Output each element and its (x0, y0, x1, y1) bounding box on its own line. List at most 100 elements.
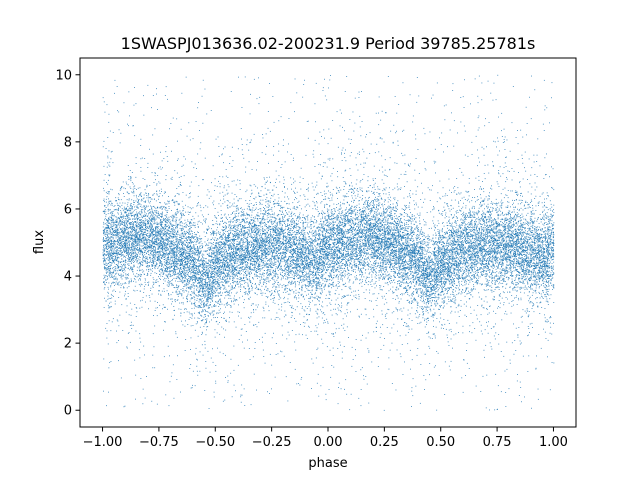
data-point (363, 261, 365, 262)
data-point (374, 193, 375, 195)
data-point (232, 218, 234, 220)
data-point (169, 355, 170, 357)
data-point (253, 133, 255, 135)
data-point (541, 275, 543, 277)
data-point (399, 276, 401, 277)
data-point (470, 259, 472, 261)
data-point (383, 226, 385, 228)
data-point (238, 281, 240, 283)
data-point (422, 249, 424, 251)
data-point (345, 379, 347, 381)
data-point (261, 203, 263, 205)
data-point (370, 255, 372, 257)
data-point (476, 263, 478, 265)
data-point (131, 243, 133, 245)
data-point (465, 215, 467, 217)
data-point (384, 231, 385, 232)
data-point (184, 308, 186, 310)
data-point (367, 239, 368, 241)
data-point (401, 255, 403, 257)
data-point (157, 237, 159, 239)
data-point (502, 263, 504, 265)
data-point (445, 250, 447, 252)
data-point (539, 237, 541, 239)
data-point (184, 270, 185, 272)
data-point (451, 252, 453, 253)
data-point (190, 241, 192, 243)
data-point (205, 222, 206, 224)
data-point (211, 228, 212, 230)
data-point (340, 242, 342, 243)
data-point (340, 274, 342, 276)
data-point (238, 268, 240, 269)
data-point (420, 238, 421, 239)
data-point (362, 251, 363, 253)
data-point (273, 251, 274, 253)
data-point (257, 269, 259, 270)
data-point (370, 234, 371, 236)
data-point (261, 274, 263, 276)
data-point (379, 230, 381, 232)
data-point (507, 264, 509, 266)
data-point (324, 288, 325, 290)
data-point (444, 266, 445, 268)
data-point (486, 220, 487, 222)
data-point (478, 277, 480, 279)
data-point (332, 195, 334, 197)
data-point (233, 221, 234, 223)
data-point (460, 251, 462, 253)
data-point (450, 306, 452, 308)
data-point (470, 266, 471, 268)
data-point (202, 354, 204, 356)
data-point (539, 267, 541, 269)
data-point (539, 229, 541, 231)
data-point (375, 246, 377, 248)
data-point (487, 211, 489, 213)
data-point (494, 233, 496, 234)
data-point (143, 240, 145, 242)
data-point (289, 234, 291, 236)
data-point (510, 226, 512, 228)
data-point (266, 239, 268, 241)
data-point (145, 219, 147, 221)
data-point (264, 225, 266, 227)
data-point (216, 251, 218, 253)
data-point (304, 270, 306, 272)
data-point (143, 260, 145, 262)
data-points (102, 74, 555, 411)
data-point (492, 165, 494, 166)
data-point (478, 229, 480, 231)
data-point (157, 232, 159, 234)
data-point (383, 276, 385, 278)
data-point (230, 288, 232, 290)
data-point (421, 296, 422, 297)
data-point (374, 246, 376, 248)
data-point (409, 260, 411, 262)
data-point (153, 193, 155, 195)
data-point (280, 266, 282, 268)
data-point (481, 333, 483, 335)
data-point (270, 240, 272, 242)
data-point (328, 221, 330, 223)
data-point (349, 286, 351, 288)
data-point (481, 265, 483, 266)
data-point (346, 218, 348, 220)
data-point (448, 256, 450, 257)
data-point (511, 227, 513, 229)
data-point (181, 238, 183, 240)
data-point (374, 261, 375, 262)
data-point (220, 236, 221, 238)
data-point (479, 228, 480, 230)
data-point (438, 212, 440, 214)
data-point (113, 230, 115, 231)
data-point (328, 247, 330, 249)
data-point (339, 237, 341, 239)
data-point (143, 273, 145, 275)
data-point (123, 256, 125, 258)
data-point (395, 227, 397, 228)
data-point (153, 263, 155, 265)
data-point (342, 258, 343, 260)
data-point (415, 220, 417, 222)
data-point (110, 246, 112, 248)
data-point (247, 272, 249, 274)
